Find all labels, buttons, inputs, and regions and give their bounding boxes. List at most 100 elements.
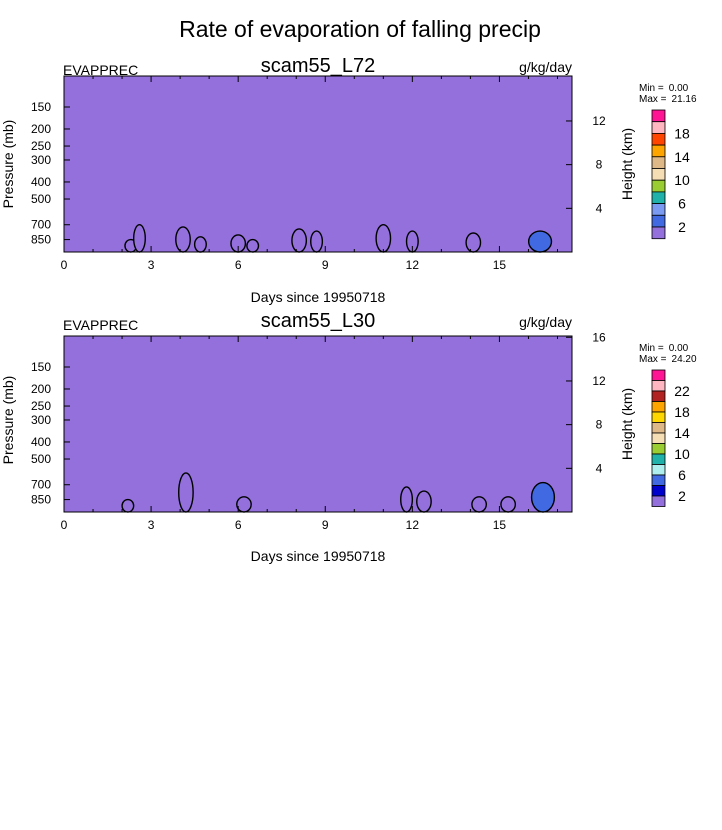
contour-cell: [500, 496, 517, 513]
x-tick-label: 12: [406, 518, 420, 532]
y-tick-label: 700: [31, 478, 51, 492]
y2-axis-ticks: 4 8 12 16: [566, 330, 606, 475]
x-tick-label: 15: [493, 518, 507, 532]
colorbar-box: [651, 203, 666, 216]
colorbar-box: [651, 411, 666, 423]
panel-scam55-l72: scam55_L72 EVAPPREC g/kg/day Days since …: [0, 55, 697, 305]
x-axis-label: Days since 19950718: [251, 548, 386, 564]
contour-layer: [121, 472, 556, 513]
x-tick-label: 0: [61, 518, 68, 532]
colorbar-box: [651, 144, 666, 158]
y2-tick-label: 16: [592, 330, 606, 344]
y2-tick-label: 4: [596, 201, 603, 215]
y-tick-label: 400: [31, 175, 51, 189]
colorbar-box: [651, 422, 666, 434]
colorbar-box: [651, 121, 666, 134]
y2-tick-label: 12: [592, 374, 606, 388]
y-tick-label: 150: [31, 360, 51, 374]
colorbar-label: 14: [674, 425, 690, 441]
variable-label: EVAPPREC: [63, 62, 138, 78]
contour-cell: [193, 236, 207, 253]
colorbar-label: 6: [678, 196, 686, 212]
colorbar-label: 18: [674, 404, 690, 420]
contour-cell: [375, 224, 392, 253]
colorbar-box: [651, 380, 666, 392]
colorbar-box: [651, 156, 666, 169]
contour-cell: [471, 496, 488, 513]
variable-label: EVAPPREC: [63, 317, 138, 333]
contour-cell: [236, 496, 252, 513]
contour-layer: [124, 224, 553, 253]
y-tick-label: 250: [31, 139, 51, 153]
y-tick-label: 200: [31, 382, 51, 396]
y2-axis-ticks: 4 8 12: [566, 114, 606, 215]
colorbar: 2 6 10 14 18: [651, 109, 690, 240]
x-tick-label: 3: [148, 258, 155, 272]
plot-area: [64, 336, 572, 512]
colorbar-box: [651, 168, 666, 181]
y-tick-label: 500: [31, 192, 51, 206]
min-label: Min = 0.00: [639, 83, 689, 94]
x-tick-label: 3: [148, 518, 155, 532]
y-axis-label: Pressure (mb): [0, 376, 16, 465]
contour-cell: [121, 498, 135, 513]
y-tick-label: 150: [31, 100, 51, 114]
plot-frame: [63, 75, 573, 253]
contour-cell: [400, 486, 414, 513]
y-tick-label: 300: [31, 153, 51, 167]
contour-cell: [132, 224, 146, 253]
units-label: g/kg/day: [519, 314, 572, 330]
contour-cell: [527, 230, 553, 253]
y2-tick-label: 12: [592, 114, 606, 128]
contour-cell: [246, 238, 260, 253]
figure-title: Rate of evaporation of falling precip: [179, 16, 541, 42]
colorbar-label: 2: [678, 488, 686, 504]
y2-tick-label: 8: [596, 158, 603, 172]
colorbar-box: [651, 453, 666, 465]
colorbar-box: [651, 432, 666, 444]
y-tick-label: 250: [31, 399, 51, 413]
y-tick-label: 300: [31, 413, 51, 427]
x-tick-label: 9: [322, 518, 329, 532]
contour-cell: [530, 481, 556, 513]
colorbar-label: 10: [674, 172, 690, 188]
y-tick-label: 850: [31, 233, 51, 247]
y-tick-label: 700: [31, 218, 51, 232]
colorbar-box: [651, 443, 666, 455]
colorbar-label: 10: [674, 446, 690, 462]
y2-tick-label: 8: [596, 418, 603, 432]
colorbar-box: [651, 369, 666, 381]
colorbar-label: 6: [678, 467, 686, 483]
max-label: Max = 21.16: [639, 94, 697, 105]
colorbar-box: [651, 485, 666, 497]
max-label: Max = 24.20: [639, 354, 697, 365]
colorbar-label: 22: [674, 383, 690, 399]
plot-frame: [63, 335, 573, 513]
contour-cell: [291, 228, 308, 253]
y-tick-label: 200: [31, 122, 51, 136]
x-tick-label: 15: [493, 258, 507, 272]
y2-tick-label: 4: [596, 461, 603, 475]
x-tick-label: 12: [406, 258, 420, 272]
x-tick-label: 6: [235, 258, 242, 272]
colorbar-box: [651, 464, 666, 476]
colorbar-label: 2: [678, 219, 686, 235]
colorbar-box: [651, 109, 666, 123]
y2-axis-label: Height (km): [619, 388, 635, 460]
colorbar-box: [651, 179, 666, 193]
colorbar-label: 18: [674, 125, 690, 141]
y-tick-label: 400: [31, 435, 51, 449]
x-tick-label: 6: [235, 518, 242, 532]
x-axis-ticks: 0 3 6 9 12 15: [61, 76, 558, 272]
colorbar-box: [651, 390, 666, 402]
panel-scam55-l30: scam55_L30 EVAPPREC g/kg/day Days since …: [0, 310, 697, 564]
colorbar-box: [651, 132, 666, 146]
contour-cell: [416, 490, 432, 513]
panel-title: scam55_L72: [261, 55, 376, 77]
colorbar-label: 14: [674, 149, 690, 165]
panel-title: scam55_L30: [261, 310, 376, 332]
contour-cell: [465, 232, 482, 253]
contour-cell: [175, 226, 191, 253]
